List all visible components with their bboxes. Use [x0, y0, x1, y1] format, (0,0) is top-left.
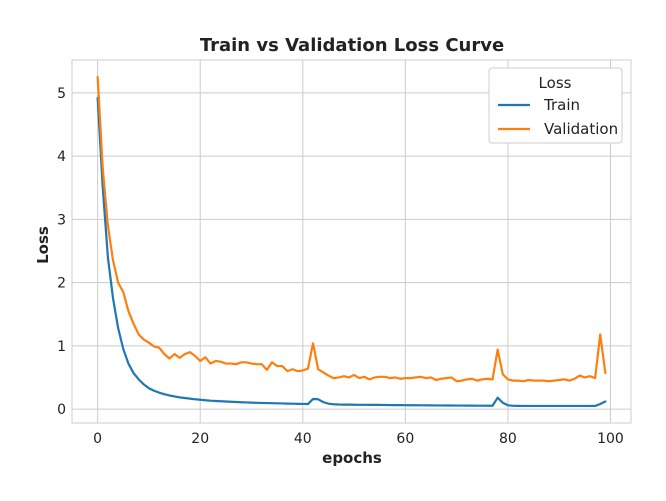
legend-box [488, 67, 623, 144]
y-axis-label: Loss [34, 226, 52, 264]
y-tick-label-1: 1 [57, 339, 66, 355]
legend-label-validation: Validation [544, 120, 618, 138]
legend-title: Loss [539, 74, 572, 92]
y-tick-label-5: 5 [57, 86, 66, 102]
y-tick-label-3: 3 [57, 212, 66, 228]
x-tick-label-80: 80 [499, 431, 517, 447]
series-line-train [96, 96, 607, 408]
x-tick-label-0: 0 [93, 431, 102, 447]
series-layer [96, 75, 607, 408]
y-tick-label-4: 4 [57, 149, 66, 165]
tick-labels: 0 20 40 60 80 100 0 1 2 3 4 5 [57, 86, 624, 447]
chart-title: Train vs Validation Loss Curve [200, 35, 504, 56]
x-tick-label-20: 20 [191, 431, 209, 447]
x-tick-label-100: 100 [597, 431, 624, 447]
y-tick-label-0: 0 [57, 402, 66, 418]
y-tick-label-2: 2 [57, 276, 66, 292]
legend: Loss Train Validation [488, 67, 623, 144]
legend-label-train: Train [543, 96, 580, 114]
x-tick-label-60: 60 [396, 431, 414, 447]
series-line-validation [96, 75, 607, 383]
plot-frame [71, 59, 632, 424]
x-axis-label: epochs [322, 449, 382, 467]
x-tick-label-40: 40 [294, 431, 312, 447]
